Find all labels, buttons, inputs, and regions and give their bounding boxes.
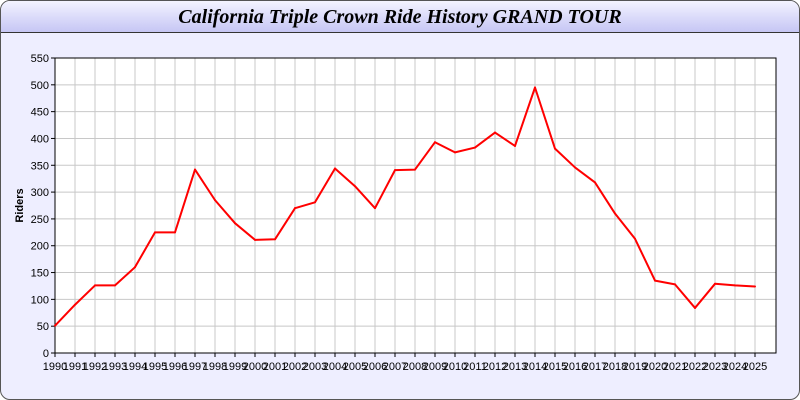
y-tick-label: 400 (31, 133, 49, 145)
data-point (434, 141, 436, 144)
data-point (734, 284, 736, 287)
x-tick-label: 1992 (83, 361, 107, 373)
x-tick-label: 1991 (63, 361, 87, 373)
x-tick-label: 2003 (303, 361, 327, 373)
data-point (314, 201, 316, 204)
x-tick-label: 2007 (383, 361, 407, 373)
x-tick-label: 2005 (343, 361, 367, 373)
x-tick-label: 2019 (623, 361, 647, 373)
data-point (634, 237, 636, 240)
data-point (494, 131, 496, 134)
y-tick-label: 0 (43, 348, 49, 360)
x-tick-label: 2015 (543, 361, 567, 373)
data-point (274, 238, 276, 241)
data-point (294, 207, 296, 210)
data-point (354, 185, 356, 188)
data-point (554, 147, 556, 150)
x-tick-label: 2006 (363, 361, 387, 373)
data-point (194, 168, 196, 171)
x-tick-label: 2013 (503, 361, 527, 373)
data-point (754, 285, 756, 288)
y-tick-label: 350 (31, 160, 49, 172)
y-tick-label: 100 (31, 294, 49, 306)
x-tick-label: 2017 (583, 361, 607, 373)
x-tick-label: 1999 (223, 361, 247, 373)
chart-title: California Triple Crown Ride History GRA… (178, 6, 622, 28)
data-point (114, 284, 116, 287)
data-point (254, 238, 256, 241)
y-tick-label: 300 (31, 187, 49, 199)
data-point (514, 144, 516, 147)
x-tick-label: 2004 (323, 361, 347, 373)
data-point (94, 284, 96, 287)
y-tick-label: 200 (31, 241, 49, 253)
x-tick-label: 2000 (243, 361, 267, 373)
data-point (594, 181, 596, 184)
data-point (134, 266, 136, 269)
x-tick-label: 2001 (263, 361, 287, 373)
x-tick-label: 2025 (743, 361, 767, 373)
data-point (614, 212, 616, 215)
x-tick-label: 2014 (523, 361, 547, 373)
x-tick-label: 1990 (43, 361, 67, 373)
data-point (234, 222, 236, 225)
y-tick-label: 500 (31, 80, 49, 92)
data-point (334, 167, 336, 170)
x-tick-label: 2002 (283, 361, 307, 373)
y-tick-label: 250 (31, 214, 49, 226)
y-tick-label: 50 (37, 321, 49, 333)
x-tick-label: 2016 (563, 361, 587, 373)
data-point (374, 207, 376, 210)
x-tick-label: 2023 (703, 361, 727, 373)
data-point (574, 166, 576, 169)
x-tick-label: 2020 (643, 361, 667, 373)
x-tick-label: 2012 (483, 361, 507, 373)
data-point (394, 169, 396, 172)
data-point (414, 168, 416, 171)
y-tick-label: 150 (31, 268, 49, 280)
data-point (714, 282, 716, 285)
x-tick-label: 2009 (423, 361, 447, 373)
data-point (474, 146, 476, 149)
data-point (654, 279, 656, 282)
data-point (74, 303, 76, 306)
title-bar: California Triple Crown Ride History GRA… (1, 1, 799, 33)
x-tick-label: 1993 (103, 361, 127, 373)
data-point (214, 199, 216, 202)
data-point (454, 151, 456, 154)
series-line (54, 86, 756, 327)
x-tick-label: 1998 (203, 361, 227, 373)
y-tick-label: 450 (31, 107, 49, 119)
data-point (54, 324, 56, 327)
y-axis-label: Riders (14, 188, 26, 222)
x-tick-label: 2008 (403, 361, 427, 373)
data-point (534, 86, 536, 89)
x-tick-label: 2024 (723, 361, 747, 373)
data-point (674, 283, 676, 286)
data-point (174, 231, 176, 234)
plot-border (54, 57, 777, 354)
x-tick-label: 1995 (143, 361, 167, 373)
x-tick-label: 2018 (603, 361, 627, 373)
x-tick-label: 2010 (443, 361, 467, 373)
x-tick-label: 2022 (683, 361, 707, 373)
x-tick-label: 1997 (183, 361, 207, 373)
data-point (694, 306, 696, 309)
data-point (154, 231, 156, 234)
y-tick-label: 550 (31, 53, 49, 65)
x-tick-label: 2011 (463, 361, 487, 373)
x-tick-label: 1996 (163, 361, 187, 373)
x-tick-label: 2021 (663, 361, 687, 373)
x-tick-label: 1994 (123, 361, 147, 373)
